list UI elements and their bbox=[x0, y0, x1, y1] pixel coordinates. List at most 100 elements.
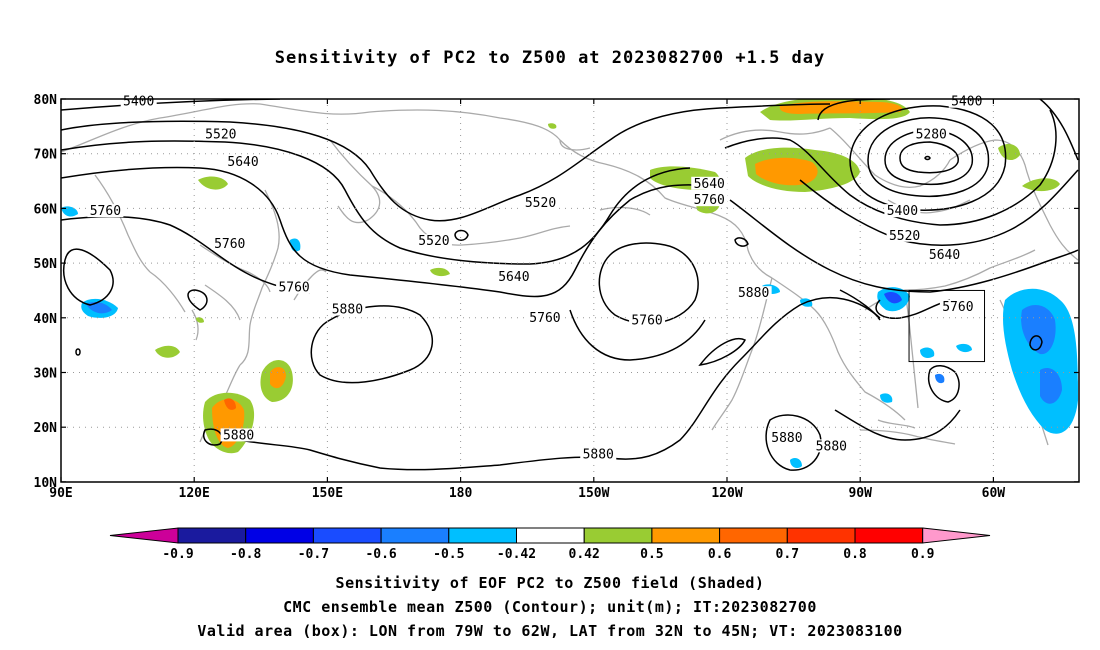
positive-core-okinawa bbox=[270, 367, 286, 389]
colorbar-segment bbox=[651, 527, 721, 544]
contour-label-bg bbox=[629, 313, 666, 327]
contour-label-bg bbox=[495, 269, 532, 283]
contour-label: 5760 bbox=[90, 204, 121, 219]
contour-5760-north-outer bbox=[61, 216, 311, 294]
longitude-labels: 90E 120E 150E 180 150W 120W 90W 60W bbox=[49, 486, 1005, 501]
contour-low-bc bbox=[734, 237, 749, 247]
contour-label-bg bbox=[768, 431, 805, 445]
negative-core-atlantic-south bbox=[1040, 368, 1062, 404]
lon-label: 150E bbox=[312, 486, 343, 501]
contour-label: 5880 bbox=[332, 303, 363, 318]
contour-label: 5880 bbox=[583, 448, 614, 463]
contour-label: 5880 bbox=[223, 428, 254, 443]
colorbar-segment bbox=[312, 527, 382, 544]
lon-label: 90E bbox=[49, 486, 72, 501]
contour-label: 5640 bbox=[227, 155, 258, 170]
colorbar-left-arrow bbox=[109, 527, 179, 544]
contour-5400-east bbox=[1039, 99, 1079, 161]
contour-5880-caribbean bbox=[834, 409, 961, 441]
contour-low-aleutian bbox=[454, 229, 469, 241]
colorbar-labels: -0.9 -0.8 -0.7 -0.6 -0.5 -0.42 0.42 0.5 0.6 0.7 0.… bbox=[162, 547, 934, 562]
positive-sensitivity-area-japan bbox=[196, 317, 204, 323]
contour-label: 5880 bbox=[771, 431, 802, 446]
contour-low-ring-3 bbox=[867, 117, 990, 198]
colorbar-segment bbox=[854, 527, 924, 544]
lat-label: 40N bbox=[34, 312, 58, 327]
contour-5880-cutoff bbox=[698, 338, 747, 367]
lat-label: 50N bbox=[34, 257, 58, 272]
negative-sensitivity-area-bermuda bbox=[935, 373, 945, 384]
axis-ticks bbox=[60, 98, 1079, 483]
contour-label: 5880 bbox=[816, 439, 847, 454]
contour-label: 5640 bbox=[929, 248, 960, 263]
contour-label-bg bbox=[735, 286, 772, 300]
coastlines bbox=[61, 103, 1079, 446]
contour-5760-trough bbox=[875, 299, 951, 319]
colorbar-segment bbox=[177, 527, 247, 544]
lat-label: 70N bbox=[34, 148, 58, 163]
contour-5280 bbox=[924, 155, 931, 161]
lon-label: 150W bbox=[578, 486, 609, 501]
colorbar-label: 0.7 bbox=[776, 547, 799, 562]
contour-5640 bbox=[61, 140, 691, 265]
negative-sensitivity-area-mexico bbox=[790, 458, 802, 468]
contour-label: 5400 bbox=[123, 95, 154, 110]
positive-sensitivity-area-siberia bbox=[198, 176, 228, 190]
colorbar-segment bbox=[380, 527, 450, 544]
contour-label: 5520 bbox=[525, 196, 556, 211]
contour-label: 5760 bbox=[529, 311, 560, 326]
colorbar-label: 0.9 bbox=[911, 547, 934, 562]
contour-label: 5520 bbox=[418, 234, 449, 249]
contour-label: 5760 bbox=[942, 300, 973, 315]
positive-sensitivity-area-bering bbox=[548, 123, 557, 129]
colorbar-label: -0.5 bbox=[433, 547, 464, 562]
contour-label: 5280 bbox=[916, 128, 947, 143]
contour-label: 5400 bbox=[887, 204, 918, 219]
caption-line-3: Valid area (box): LON from 79W to 62W, L… bbox=[197, 622, 903, 640]
negative-sensitivity-area-gulf bbox=[880, 393, 893, 403]
positive-peak-philippine-sea bbox=[224, 398, 236, 410]
contour-5640-east bbox=[799, 169, 1079, 246]
lat-label: 10N bbox=[34, 476, 58, 491]
lon-label: 180 bbox=[449, 486, 473, 501]
contour-label: 5640 bbox=[498, 270, 529, 285]
contour-label-bg bbox=[691, 193, 728, 207]
contour-high-east-pacific bbox=[598, 242, 699, 325]
positive-sensitivity-area-ne bbox=[998, 144, 1020, 161]
negative-sensitivity-area-carolina bbox=[920, 347, 935, 358]
contour-5520 bbox=[61, 103, 831, 222]
lon-label: 120W bbox=[711, 486, 742, 501]
contour-5880-east bbox=[839, 289, 881, 321]
valid-area-box bbox=[908, 289, 986, 363]
colorbar-label: 0.8 bbox=[843, 547, 867, 562]
contour-label-bg bbox=[948, 94, 985, 108]
contour-label-bg bbox=[87, 204, 124, 218]
lon-label: 60W bbox=[982, 486, 1006, 501]
contour-low-ring-1 bbox=[899, 141, 959, 174]
contour-label-bg bbox=[276, 280, 313, 294]
colorbar-segment bbox=[583, 527, 653, 544]
colorbar-label: -0.6 bbox=[365, 547, 396, 562]
contour-label: 5760 bbox=[694, 193, 725, 208]
contour-low-ring-2 bbox=[884, 129, 974, 186]
contour-label: 5520 bbox=[889, 229, 920, 244]
colorbar-label: 0.6 bbox=[708, 547, 732, 562]
contour-label-bg bbox=[886, 228, 923, 242]
contour-label: 5640 bbox=[694, 177, 725, 192]
lon-label: 90W bbox=[848, 486, 872, 501]
contour-5880-pacific bbox=[187, 289, 208, 311]
contour-label-bg bbox=[884, 204, 921, 218]
contour-label: 5760 bbox=[631, 314, 662, 329]
contour-labels: 5400 540055205640528056405760552057605760… bbox=[87, 94, 985, 463]
contour-5760-east bbox=[729, 199, 1079, 293]
contour-5880-atlantic bbox=[928, 365, 960, 403]
contour-5400 bbox=[61, 99, 281, 111]
contour-label-bg bbox=[691, 176, 728, 190]
contour-label-bg bbox=[913, 127, 950, 141]
positive-sensitivity-area-china bbox=[155, 345, 180, 358]
colorbar-segment bbox=[719, 527, 788, 544]
sensitivity-shading bbox=[61, 99, 1078, 468]
colorbar-label: -0.8 bbox=[230, 547, 261, 562]
map-title: Sensitivity of PC2 to Z500 at 2023082700… bbox=[274, 48, 826, 68]
